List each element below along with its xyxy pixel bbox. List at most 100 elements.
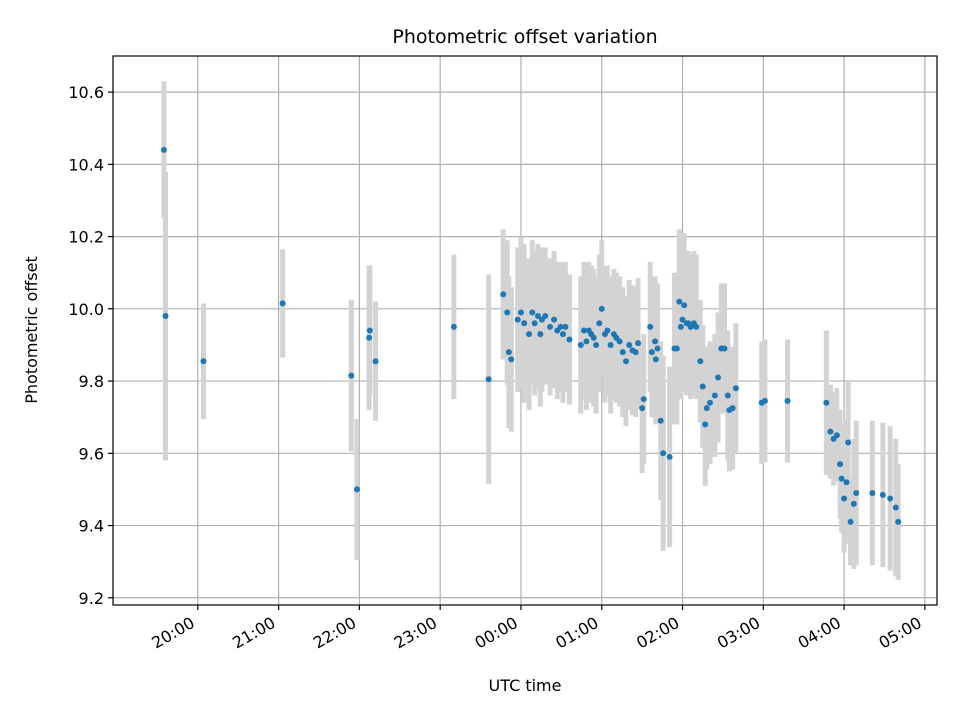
data-point	[647, 323, 654, 330]
data-point	[372, 358, 379, 365]
data-point	[162, 313, 169, 320]
y-tick-label: 10.0	[68, 300, 104, 319]
data-point	[632, 349, 639, 356]
chart-title: Photometric offset variation	[392, 26, 657, 48]
data-point	[596, 320, 603, 327]
data-point	[635, 340, 642, 347]
y-tick-label: 9.2	[79, 589, 104, 608]
data-point	[590, 334, 597, 341]
data-point	[843, 479, 850, 486]
data-point	[580, 327, 587, 334]
data-point	[703, 405, 710, 412]
data-point	[652, 356, 659, 363]
data-point	[450, 323, 457, 330]
data-point	[660, 450, 667, 457]
data-point	[616, 338, 623, 345]
data-point	[721, 345, 728, 352]
data-point	[841, 495, 848, 502]
data-point	[639, 405, 646, 412]
data-point	[640, 396, 647, 403]
data-point	[547, 323, 554, 330]
data-point	[724, 392, 731, 399]
data-point	[531, 320, 538, 327]
data-point	[505, 349, 512, 356]
data-point	[648, 349, 655, 356]
data-point	[593, 341, 600, 348]
data-point	[847, 518, 854, 525]
data-point	[583, 338, 590, 345]
y-axis-label: Photometric offset	[22, 256, 41, 404]
data-point	[666, 453, 673, 460]
y-tick-label: 9.6	[79, 444, 104, 463]
data-point	[699, 383, 706, 390]
data-point	[485, 376, 492, 383]
data-point	[521, 320, 528, 327]
y-tick-label: 10.4	[68, 155, 104, 174]
data-point	[559, 331, 566, 338]
data-point	[869, 490, 876, 497]
data-point	[348, 372, 355, 379]
data-point	[604, 327, 611, 334]
data-point	[607, 341, 614, 348]
data-point	[657, 417, 664, 424]
data-point	[366, 327, 373, 334]
data-points	[160, 146, 902, 525]
data-point	[529, 309, 536, 316]
data-point	[160, 146, 167, 153]
data-point	[542, 313, 549, 320]
data-point	[837, 461, 844, 468]
data-point	[845, 439, 852, 446]
data-point	[838, 475, 845, 482]
data-point	[784, 397, 791, 404]
data-point	[823, 399, 830, 406]
data-point	[853, 490, 860, 497]
data-point	[654, 345, 661, 352]
data-point	[676, 298, 683, 305]
y-tick-label: 10.6	[68, 83, 104, 102]
data-point	[879, 491, 886, 498]
x-axis-label: UTC time	[489, 676, 562, 695]
data-point	[673, 345, 680, 352]
data-point	[577, 341, 584, 348]
plot-frame	[112, 55, 938, 606]
data-point	[833, 432, 840, 439]
y-tick-label: 9.8	[79, 372, 104, 391]
data-point	[732, 385, 739, 392]
data-point	[562, 323, 569, 330]
data-point	[702, 421, 709, 428]
data-point	[850, 500, 857, 507]
data-point	[693, 323, 700, 330]
data-point	[366, 334, 373, 341]
data-point	[500, 291, 507, 298]
data-point	[626, 341, 633, 348]
data-point	[729, 405, 736, 412]
data-point	[353, 486, 360, 493]
data-point	[706, 399, 713, 406]
data-point	[761, 397, 768, 404]
data-point	[827, 428, 834, 435]
data-point	[711, 392, 718, 399]
data-point	[566, 336, 573, 343]
data-point	[514, 316, 521, 323]
data-point	[715, 374, 722, 381]
data-point	[677, 323, 684, 330]
data-point	[598, 305, 605, 312]
data-point	[279, 300, 286, 307]
data-point	[681, 302, 688, 309]
data-point	[887, 495, 894, 502]
data-point	[557, 323, 564, 330]
data-point	[619, 349, 626, 356]
data-point	[504, 309, 511, 316]
data-point	[534, 313, 541, 320]
data-point	[551, 316, 558, 323]
y-tick-label: 10.2	[68, 228, 104, 247]
data-point	[526, 331, 533, 338]
data-point	[517, 309, 524, 316]
data-point	[200, 358, 207, 365]
data-point	[697, 358, 704, 365]
data-point	[895, 518, 902, 525]
data-point	[537, 331, 544, 338]
data-point	[892, 504, 899, 511]
data-point	[508, 356, 515, 363]
